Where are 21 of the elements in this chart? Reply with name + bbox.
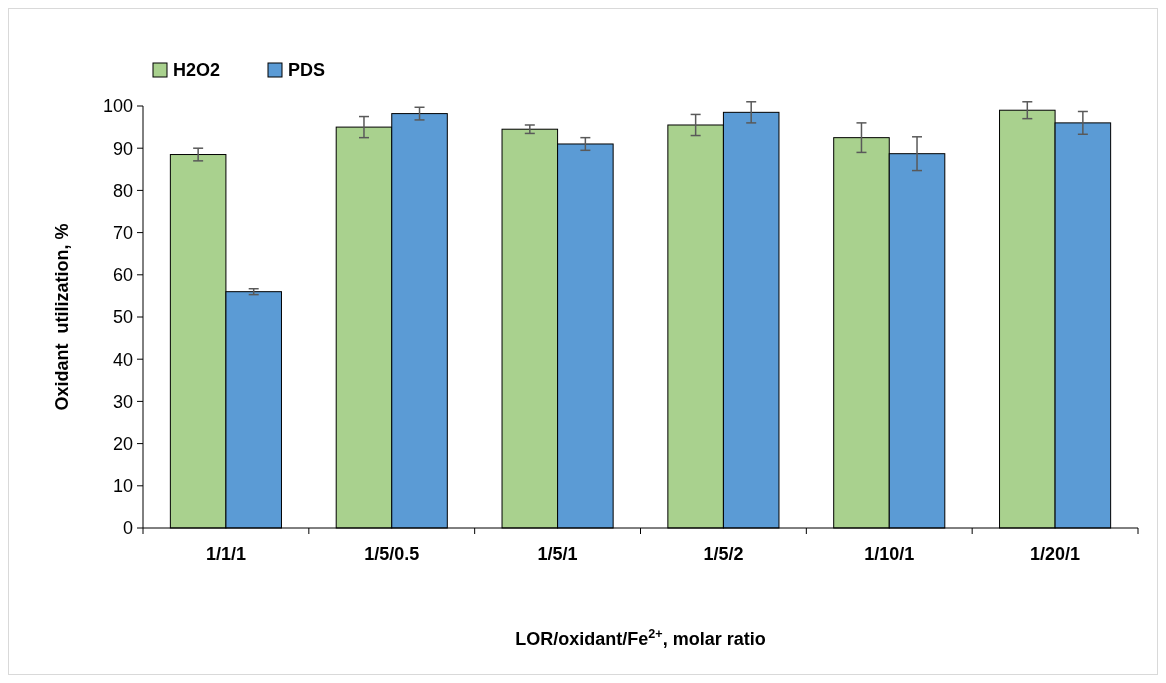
x-tick-label: 1/10/1 — [864, 544, 915, 564]
x-tick-label: 1/5/1 — [537, 544, 578, 564]
y-tick-label: 100 — [102, 96, 133, 117]
legend-label: PDS — [288, 60, 326, 81]
x-tick-label: 1/20/1 — [1030, 544, 1081, 564]
y-tick-label: 70 — [112, 222, 133, 243]
y-tick-label: 60 — [112, 265, 133, 286]
x-tick-label: 1/5/2 — [703, 544, 744, 564]
y-tick-label: 80 — [112, 180, 133, 201]
legend-label: H2O2 — [173, 60, 221, 81]
y-tick-label: 30 — [112, 391, 133, 412]
x-tick-label: 1/1/1 — [205, 544, 246, 564]
x-axis-title: LOR/oxidant/Fe$^{2+}$, molar ratio — [515, 627, 766, 649]
y-tick-label: 10 — [112, 476, 133, 497]
y-tick-label: 0 — [122, 518, 133, 539]
y-axis-title: Oxidant utilization, % — [52, 223, 72, 411]
y-tick-label: 40 — [112, 349, 133, 370]
y-tick-label: 90 — [112, 138, 133, 159]
y-tick-label: 50 — [112, 307, 133, 328]
y-tick-label: 20 — [112, 433, 133, 454]
x-tick-label: 1/5/0.5 — [364, 544, 420, 564]
